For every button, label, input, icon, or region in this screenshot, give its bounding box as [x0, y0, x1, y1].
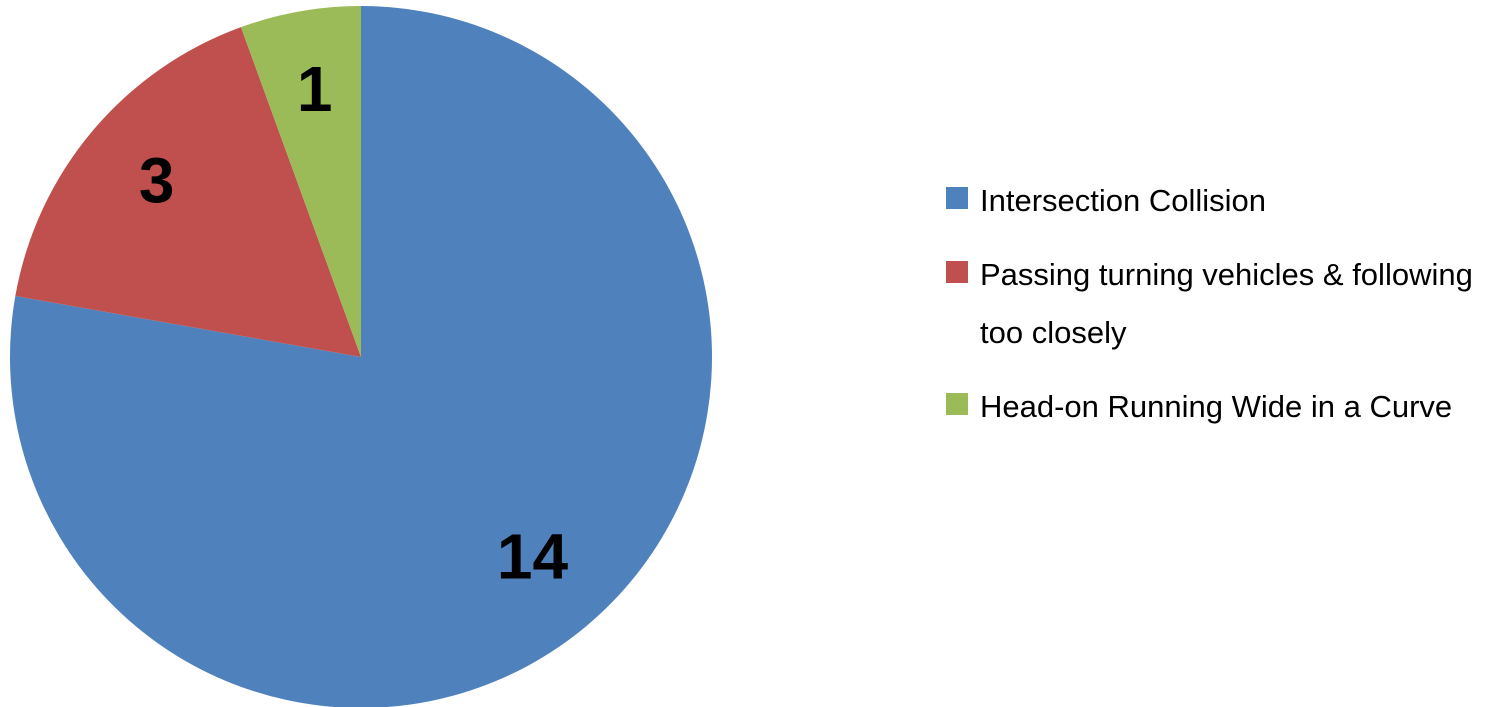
chart: 14 3 1: [10, 6, 712, 707]
legend-label: Head-on Running Wide in a Curve: [980, 389, 1453, 424]
legend-item: Passing turning vehicles & following too…: [946, 246, 1501, 362]
legend-label: Intersection Collision: [980, 183, 1267, 218]
legend-item: Head-on Running Wide in a Curve: [946, 378, 1501, 436]
legend-swatch: [946, 393, 968, 415]
pie-slice: [10, 6, 712, 707]
legend-label: Passing turning vehicles & following too…: [980, 257, 1473, 350]
legend-swatch: [946, 187, 968, 209]
legend-item: Intersection Collision: [946, 172, 1501, 230]
data-label: 14: [497, 520, 569, 592]
pie-slice: [15, 27, 361, 358]
data-label: 3: [139, 144, 175, 216]
data-label: 1: [297, 53, 333, 125]
legend: Intersection Collision Passing turning ve…: [946, 172, 1501, 452]
legend-swatch: [946, 261, 968, 283]
pie-slice: [240, 6, 361, 357]
